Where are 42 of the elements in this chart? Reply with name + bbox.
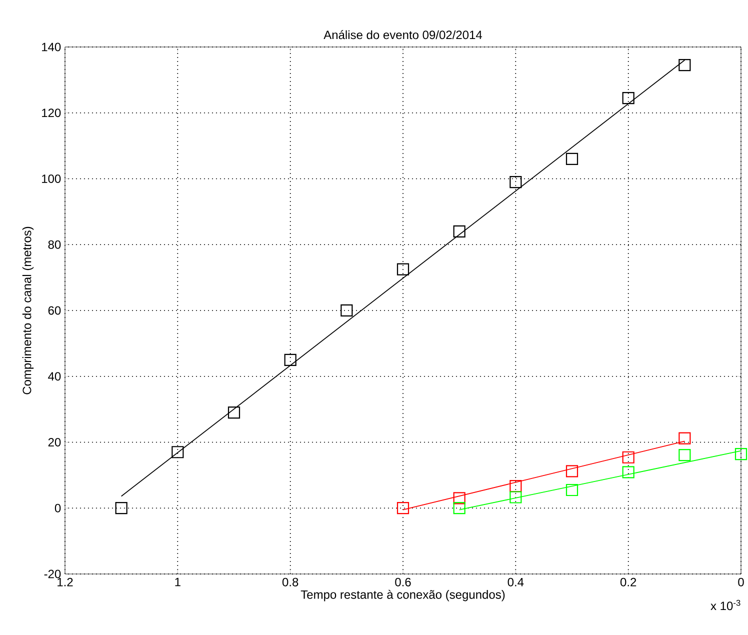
y-tick-label: 20 [48, 438, 61, 446]
point [622, 451, 634, 464]
y-tick-label: 120 [42, 108, 61, 118]
point [453, 492, 466, 504]
point [228, 406, 240, 419]
y-tick-label: -20 [44, 570, 61, 578]
x-tick-label: 0.4 [508, 578, 524, 586]
point [622, 92, 634, 104]
y-tick-label: 60 [48, 306, 61, 315]
y-axis-title: Comprimento do canal (metros) [22, 226, 34, 394]
y-tick-label: 80 [48, 240, 61, 249]
point [453, 225, 466, 238]
x-tick-label: 1 [175, 578, 180, 586]
point [566, 465, 578, 478]
point [172, 446, 184, 458]
point [678, 449, 691, 462]
x-tick-label: 0.2 [620, 578, 636, 586]
point [453, 502, 466, 514]
x-tick-label: 0.8 [282, 578, 298, 586]
point [622, 466, 634, 478]
point [734, 448, 748, 460]
y-tick-label: 0 [54, 504, 61, 512]
point [396, 263, 410, 276]
point [510, 176, 522, 188]
point [510, 491, 522, 504]
point [340, 304, 353, 317]
point [678, 59, 691, 72]
y-tick-label: 40 [48, 372, 61, 381]
point [115, 502, 128, 514]
x-axis-title: Tempo restante à conexão (segundos) [300, 590, 505, 602]
point [566, 484, 578, 496]
point [678, 432, 691, 444]
x-tick-label: 1.2 [58, 578, 73, 586]
x-tick-label: 0.6 [395, 578, 411, 586]
x-tick-label: 0 [738, 578, 744, 586]
point [566, 152, 578, 166]
y-tick-label: 140 [42, 42, 61, 52]
y-tick-label: 100 [42, 174, 61, 183]
text: x 10$^{-3}$ [710, 600, 740, 610]
point [284, 354, 296, 366]
chart-title: Análise do evento 09/02/2014 [324, 30, 482, 40]
point [396, 502, 410, 514]
